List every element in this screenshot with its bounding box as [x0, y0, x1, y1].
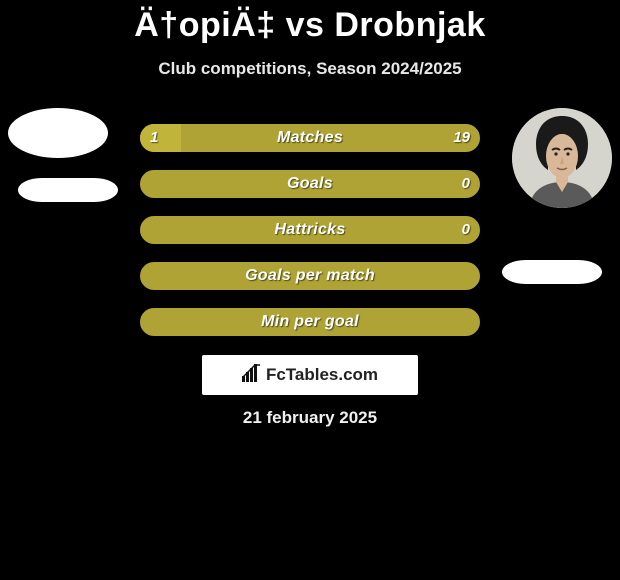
subtitle: Club competitions, Season 2024/2025	[0, 59, 620, 79]
date-label: 21 february 2025	[0, 408, 620, 428]
stat-label: Min per goal	[140, 308, 480, 336]
stat-label: Goals	[140, 170, 480, 198]
chart-bars-icon	[242, 364, 262, 387]
stat-label: Hattricks	[140, 216, 480, 244]
stat-row: 0Hattricks	[140, 216, 480, 244]
player-left-name-badge	[18, 178, 118, 202]
branding-box[interactable]: FcTables.com	[202, 355, 418, 395]
player-right-avatar	[512, 108, 612, 208]
branding-content: FcTables.com	[242, 364, 378, 387]
stat-row: 0Goals	[140, 170, 480, 198]
branding-text: FcTables.com	[266, 365, 378, 385]
person-icon	[512, 108, 612, 208]
stats-bar-group: 119Matches 0Goals 0Hattricks Goals per matc…	[140, 124, 480, 354]
page-title: Ä†opiÄ‡ vs Drobnjak	[0, 0, 620, 45]
player-left-avatar	[8, 108, 108, 158]
stat-row: 119Matches	[140, 124, 480, 152]
root: Ä†opiÄ‡ vs Drobnjak Club competitions, S…	[0, 0, 620, 580]
avatar-blank-icon	[8, 108, 108, 158]
stat-label: Goals per match	[140, 262, 480, 290]
stat-row: Goals per match	[140, 262, 480, 290]
player-right-name-badge	[502, 260, 602, 284]
stat-row: Min per goal	[140, 308, 480, 336]
avatar-photo-icon	[512, 108, 612, 208]
stat-label: Matches	[140, 124, 480, 152]
